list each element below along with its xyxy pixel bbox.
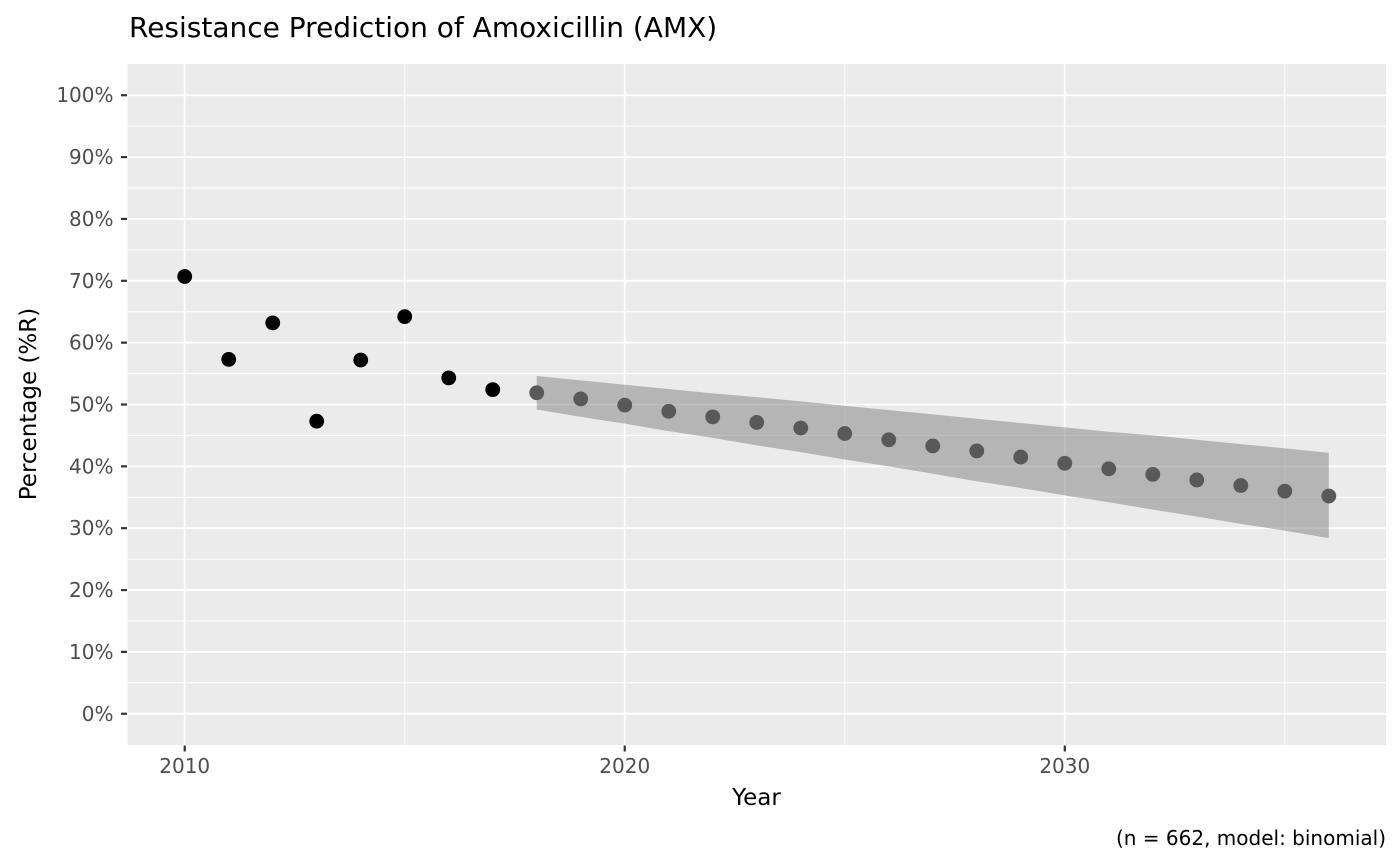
chart-title: Resistance Prediction of Amoxicillin (AM… [129, 11, 718, 44]
y-tick-label: 0% [82, 702, 114, 726]
y-tick-label: 30% [69, 516, 113, 540]
y-tick-label: 20% [69, 578, 113, 602]
predicted-point [705, 409, 721, 425]
y-tick-label: 90% [69, 145, 113, 169]
observed-point [397, 309, 413, 325]
observed-point [265, 315, 281, 331]
x-tick-label: 2030 [1039, 754, 1090, 778]
x-tick-label: 2020 [599, 754, 650, 778]
observed-point [485, 382, 501, 398]
observed-point [353, 352, 369, 368]
predicted-point [1145, 466, 1161, 482]
y-tick-label: 10% [69, 640, 113, 664]
observed-point [177, 269, 193, 284]
predicted-point [969, 443, 985, 459]
observed-point [309, 413, 325, 429]
observed-point [441, 370, 457, 386]
confidence-ribbon [536, 376, 1329, 539]
chart-caption: (n = 662, model: binomial) [1115, 826, 1386, 850]
predicted-point [573, 391, 589, 407]
x-axis-title: Year [732, 785, 781, 811]
predicted-point [793, 420, 809, 436]
predicted-point [881, 432, 897, 448]
predicted-point [1189, 472, 1205, 488]
x-tick-label: 2010 [159, 754, 210, 778]
predicted-point [1101, 461, 1117, 477]
predicted-point [1233, 478, 1249, 493]
predicted-point [661, 403, 677, 419]
predicted-point [837, 426, 853, 441]
y-tick-label: 70% [69, 269, 113, 293]
observed-point [221, 351, 237, 367]
predicted-point [1277, 483, 1293, 499]
predicted-point [529, 385, 545, 401]
predicted-point [749, 415, 765, 430]
predicted-point [1057, 455, 1073, 471]
predicted-point [925, 438, 941, 454]
y-tick-label: 80% [69, 207, 113, 231]
y-tick-label: 50% [69, 393, 113, 417]
y-tick-label: 60% [69, 331, 113, 355]
y-tick-label: 100% [56, 83, 113, 107]
y-axis-title: Percentage (%R) [16, 307, 42, 501]
predicted-point [1013, 449, 1029, 465]
predicted-point [617, 397, 633, 413]
y-tick-label: 40% [69, 454, 113, 478]
predicted-point [1321, 488, 1337, 504]
